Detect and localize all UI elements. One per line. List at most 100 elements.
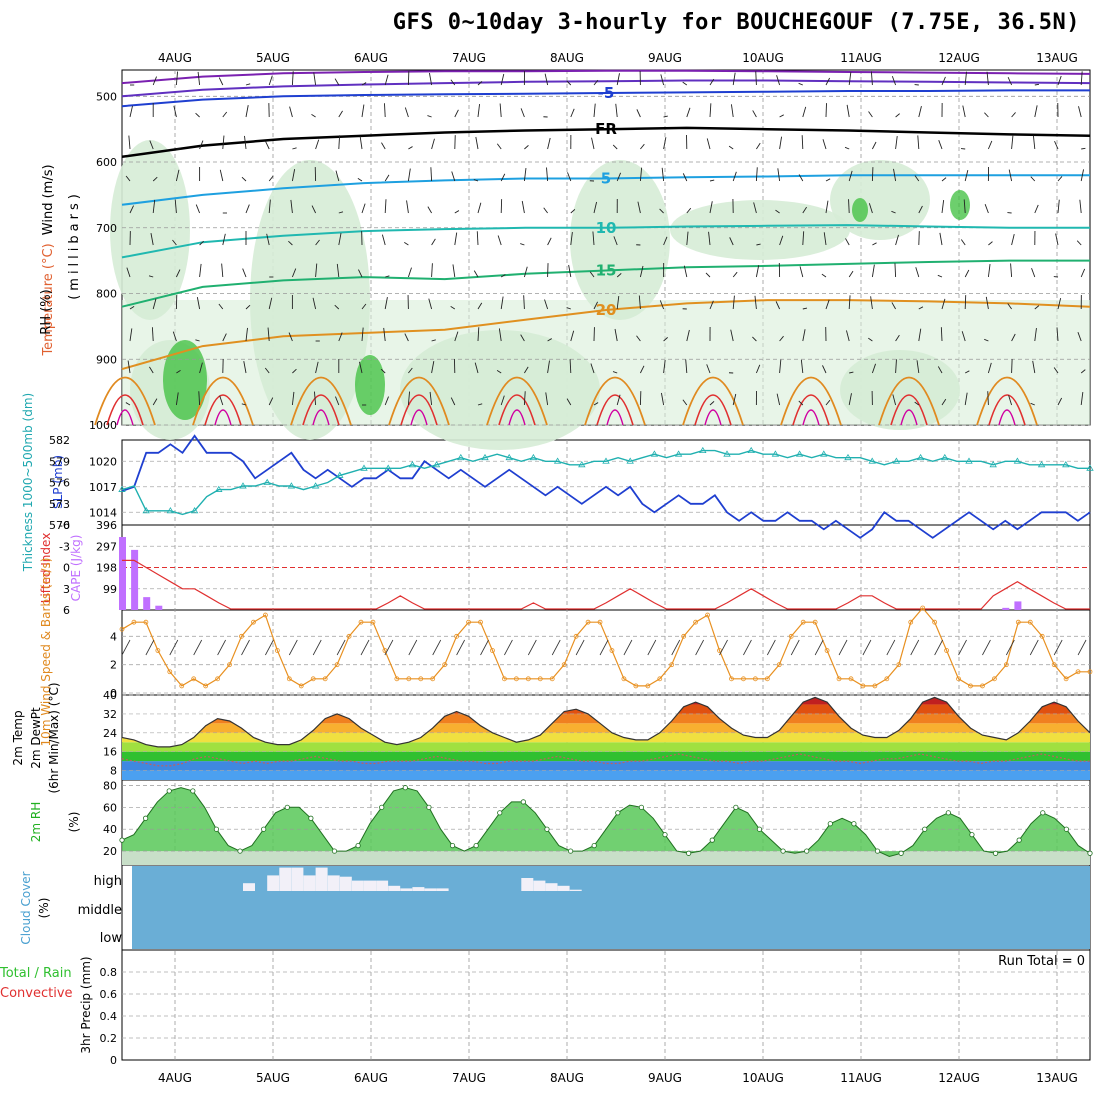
thickness-marker — [505, 453, 513, 461]
thickness-marker — [795, 450, 804, 457]
wind-barb — [894, 263, 897, 278]
wind-barb — [450, 397, 456, 406]
temp2m-label-1: 2m DewPt — [29, 707, 43, 769]
precip-tick: 0.8 — [100, 966, 118, 979]
rh2m-marker — [166, 788, 172, 794]
high-cloud-bar — [339, 876, 352, 891]
thickness-marker — [529, 453, 538, 461]
precip-tick: 0.2 — [100, 1032, 118, 1045]
wind-barb — [566, 80, 572, 86]
rh2m-marker — [402, 785, 408, 791]
wind10-marker — [298, 683, 304, 689]
rh-shading — [670, 200, 850, 260]
wind-barb — [732, 171, 737, 182]
wind10-barb — [527, 639, 537, 656]
wind-barb — [199, 263, 202, 278]
wind10-marker — [657, 676, 663, 682]
wind-barb — [732, 295, 735, 310]
wind-barb — [452, 264, 456, 278]
wind-barb — [129, 305, 135, 310]
wind-barb — [152, 199, 156, 214]
wind-barb — [639, 365, 645, 374]
high-cloud-bar — [545, 883, 558, 891]
wind10-marker — [454, 633, 460, 639]
wind10-marker — [752, 676, 758, 682]
hottest-arch — [116, 409, 134, 426]
wind10-barb — [336, 639, 346, 656]
wind-barb — [891, 76, 897, 86]
wind-barb — [892, 394, 897, 406]
thickness-marker — [287, 482, 296, 489]
wind-barb — [918, 328, 922, 342]
rh2m-marker — [898, 850, 904, 856]
wind10-barb — [551, 639, 561, 656]
thickness-marker — [868, 457, 876, 464]
wind-barb — [454, 210, 460, 214]
wind-barb — [613, 236, 618, 246]
temp-band — [122, 697, 1090, 705]
wind10-marker — [286, 676, 292, 682]
isotherm-purple2 — [121, 79, 1091, 98]
pressure-tick: 500 — [96, 90, 117, 103]
high-cloud-bar — [376, 880, 389, 891]
wind-barb — [151, 327, 154, 342]
wind-barb — [593, 79, 599, 86]
wind-barb — [825, 299, 830, 310]
rh-high — [355, 355, 385, 415]
wind-barb — [543, 207, 548, 214]
cape-bar — [155, 605, 163, 610]
wind10-barb — [432, 639, 442, 656]
wind-barb — [709, 103, 712, 118]
bottom-day-label: 4AUG — [158, 1071, 192, 1085]
top-day-label: 10AUG — [742, 51, 784, 65]
wind-barb — [521, 200, 525, 214]
wind-barb — [1030, 176, 1036, 182]
rh2m-marker — [119, 837, 125, 843]
wind10-barb — [480, 639, 489, 656]
wind-barb — [290, 199, 293, 214]
wind-barb — [941, 200, 945, 214]
wind-barb — [871, 363, 876, 374]
wind-barb — [685, 359, 688, 374]
wind-barb — [732, 271, 738, 278]
wind-barb — [570, 231, 573, 246]
wind-barb — [636, 109, 641, 118]
rh2m-marker — [874, 848, 881, 854]
wind-barb — [1032, 135, 1036, 150]
wind-barb — [265, 141, 270, 150]
rh2m-marker — [591, 842, 597, 849]
wind10-marker — [836, 676, 842, 682]
thickness-marker — [965, 457, 973, 464]
thickness-marker — [166, 507, 175, 514]
thickness-marker — [650, 450, 659, 457]
wind-barb — [1080, 71, 1083, 86]
wind10-marker — [1027, 619, 1033, 625]
wind-barb — [755, 364, 761, 374]
wind-barb — [431, 238, 436, 246]
wind-barb — [477, 327, 480, 342]
wind-label: Wind (m/s) — [41, 164, 56, 235]
wind-barb — [825, 103, 827, 118]
wind-barb — [686, 107, 691, 118]
wind-barb — [1011, 135, 1014, 150]
wind-barb — [129, 328, 133, 342]
wind-barb — [431, 138, 435, 150]
temp-band — [122, 713, 1090, 724]
temp-tick: 32 — [103, 708, 117, 721]
wind-barb — [566, 398, 572, 406]
wind-barb — [404, 333, 409, 342]
cape-tick: 297 — [96, 540, 117, 553]
panel-frames — [121, 69, 1091, 1061]
wind10-barb — [241, 639, 250, 656]
wind-barb — [1031, 268, 1036, 278]
wind-barb — [291, 391, 295, 406]
wind-barb — [313, 72, 317, 86]
thickness-marker — [553, 457, 562, 464]
wind-barb — [152, 176, 158, 182]
temp-tick: 24 — [103, 727, 117, 740]
lifted-label: Lifted Index — [39, 533, 53, 604]
wind-barb — [937, 274, 943, 278]
hottest-arch — [508, 409, 526, 426]
wind-barb — [221, 263, 224, 278]
thickness-marker — [602, 457, 610, 464]
